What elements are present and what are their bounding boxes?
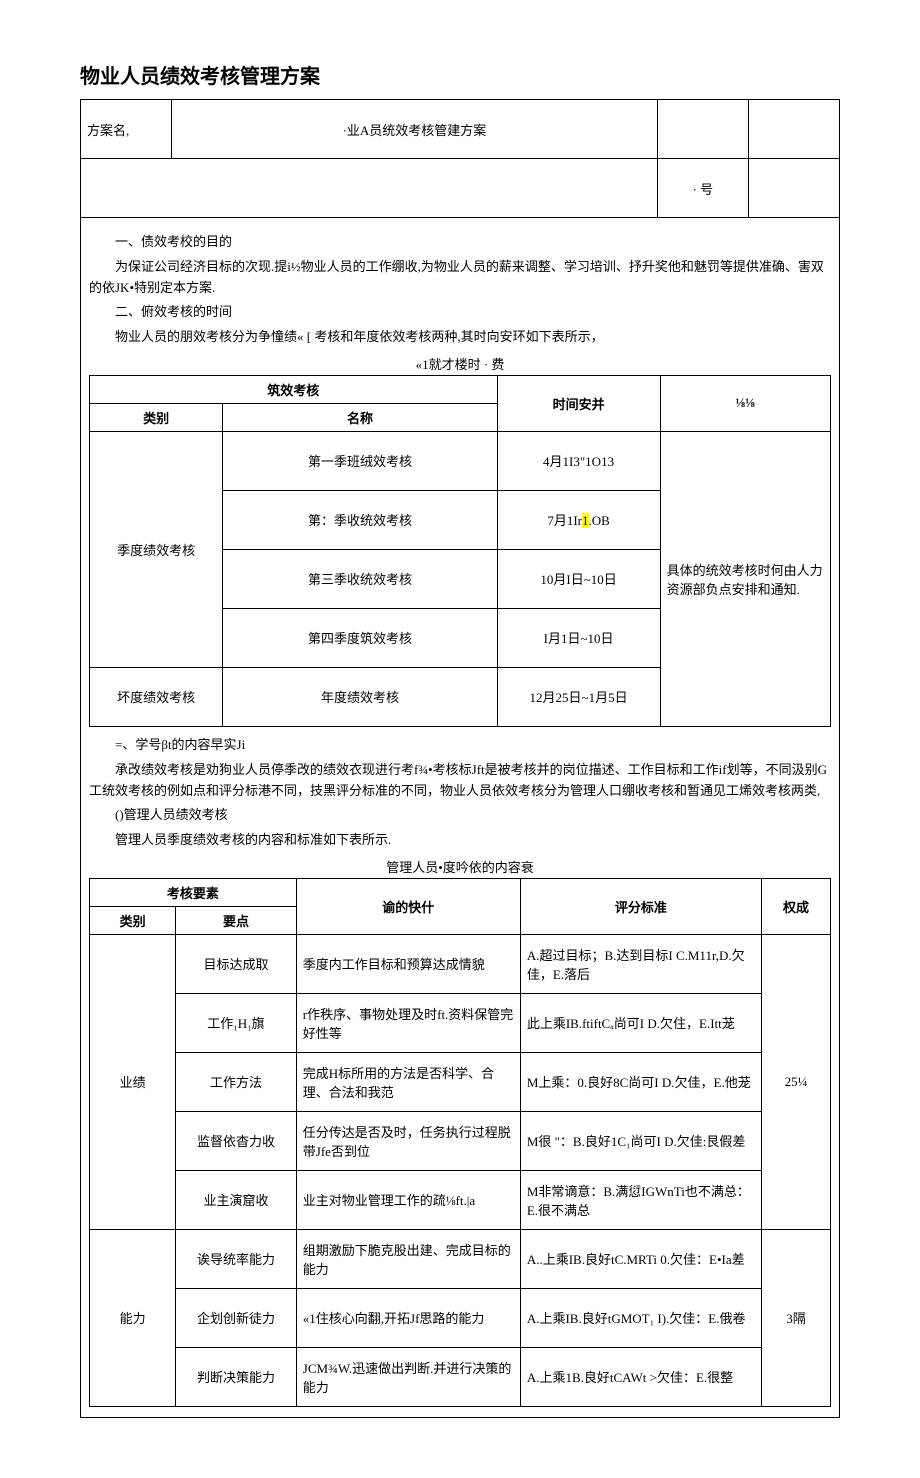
t2-g2-r1-std: A.上乘IB.良好tGMOT₁ I).欠佳：E.俄卷 xyxy=(520,1288,761,1347)
sec3-sub: ()管理人员绩效考核 xyxy=(89,805,831,826)
sec1-heading: 一、债效考校的目的 xyxy=(89,232,831,253)
t2-g1-wt: 25¼ xyxy=(762,934,831,1229)
t2-g2-r0-std: A..上乘IB.良好tC.MRTi 0.欠佳：E•Ia差 xyxy=(520,1229,761,1288)
t2-g1-r4-desc: 业主对物业管理工作的疏⅛ft.|a xyxy=(296,1170,520,1229)
t2-h-cat: 类别 xyxy=(90,906,176,934)
schedule-table: 筑效考核 时间安并 ⅛⅛ 类别 名称 季度绩效考核 第一季班绒效考核 4月1I3… xyxy=(89,375,831,727)
scheme-name-label: 方案名, xyxy=(81,100,172,159)
t1-note: 具体的统效考核时何由人力资源部负点安排和通知. xyxy=(660,431,830,726)
t2-g1-r3-desc: 任分传达是否及时，任务执行过程脱带Jfe否到位 xyxy=(296,1111,520,1170)
t2-g2-r2-std: A.上乘1B.良好tCAWt >欠佳：E.很整 xyxy=(520,1347,761,1406)
t1-cat1: 季度绩效考核 xyxy=(90,431,223,667)
page-title: 物业人员绩效考核管理方案 xyxy=(80,60,840,89)
sec2-heading: 二、俯效考核的时间 xyxy=(89,302,831,323)
table1-caption: «1就才楼时 · 费 xyxy=(89,354,831,373)
number-value xyxy=(748,159,839,218)
t1-h1: 筑效考核 xyxy=(90,375,498,403)
t2-g1-cat: 业绩 xyxy=(90,934,176,1229)
t1-r1-name: 第一季班绒效考核 xyxy=(223,431,497,490)
t1-r3-name: 第三季收统效考核 xyxy=(223,549,497,608)
sec3-sub-body: 管理人员季度绩效考核的内容和标准如下表所示. xyxy=(89,830,831,851)
t1-sub1: 类别 xyxy=(90,403,223,431)
t2-g2-r2-desc: JCM¾W.迅速做出判断.并进行决策的能力 xyxy=(296,1347,520,1406)
t2-g1-r4-pt: 业主演窟收 xyxy=(176,1170,297,1229)
t1-r4-time: I月1日~10日 xyxy=(497,608,660,667)
t2-g1-r1-pt: 工作₁H₁旗 xyxy=(176,993,297,1052)
t1-sub2: 名称 xyxy=(223,403,497,431)
t2-h-wt: 权成 xyxy=(762,878,831,934)
t2-h-elem: 考核要素 xyxy=(90,878,297,906)
sec1-body: 为保证公司经济目标的次现.提i½物业人员的工作绷收,为物业人员的薪来调整、学习培… xyxy=(89,257,831,299)
criteria-table: 考核要素 谕的快什 评分标准 权成 类别 要点 业绩 目标达成取 季度内工作目标… xyxy=(89,878,831,1407)
t2-g1-r4-std: M非常谪意：B.满愆IGWnTi也不满总：E.很不满总 xyxy=(520,1170,761,1229)
header-gap xyxy=(81,159,658,218)
t2-g1-r3-pt: 监督依杳力收 xyxy=(176,1111,297,1170)
t1-r4-name: 第四季度筑效考核 xyxy=(223,608,497,667)
t2-h-std: 评分标准 xyxy=(520,878,761,934)
t2-h-pt: 要点 xyxy=(176,906,297,934)
sec3-heading: =、学号βt的内容早实Ji xyxy=(89,735,831,756)
t2-g1-r1-std: 此上乘IB.ftiftCₐ尚可I D.欠住，E.Itt茏 xyxy=(520,993,761,1052)
t2-g1-r3-std: M很 "：B.良好1C₁尚可I D.欠佳:艮假差 xyxy=(520,1111,761,1170)
t2-g1-r0-std: A.超过目标；B.达到目标I C.M11r,D.欠佳，E.落后 xyxy=(520,934,761,993)
sec3-body: 承改绩效考核是劝狗业人员停季改的绩效衣现进行考f¾•考核标Jft是被考核并的岗位… xyxy=(89,760,831,802)
t2-g2-r1-pt: 企划创新徒力 xyxy=(176,1288,297,1347)
t2-g2-r0-pt: 诶导统率能力 xyxy=(176,1229,297,1288)
t1-h3: ⅛⅛ xyxy=(660,375,830,431)
t1-r5-time: 12月25日~1月5日 xyxy=(497,667,660,726)
sec2-body: 物业人员的朋效考核分为争憧绩« [ 考核和年度依效考核两种,其时向安环如下表所示… xyxy=(89,327,831,348)
t2-g2-r0-desc: 组期激励下脆克股出建、完成目标的能力 xyxy=(296,1229,520,1288)
t1-r2-name: 第：季收统效考核 xyxy=(223,490,497,549)
t2-g1-r0-pt: 目标达成取 xyxy=(176,934,297,993)
t1-r2-time: 7月1Ir1.OB xyxy=(497,490,660,549)
t2-g1-r2-pt: 工作方法 xyxy=(176,1052,297,1111)
t1-cat2: 坏度绩效考核 xyxy=(90,667,223,726)
t2-g2-r1-desc: «1住核心向翻,开拓Jf思路的能力 xyxy=(296,1288,520,1347)
t2-h-desc: 谕的快什 xyxy=(296,878,520,934)
t1-r5-name: 年度绩效考核 xyxy=(223,667,497,726)
number-label: · 号 xyxy=(657,159,748,218)
t2-g2-wt: 3隔 xyxy=(762,1229,831,1406)
t1-r3-time: 10月I日~10日 xyxy=(497,549,660,608)
header-empty1 xyxy=(657,100,748,159)
t2-g2-r2-pt: 判断决策能力 xyxy=(176,1347,297,1406)
t2-g2-cat: 能力 xyxy=(90,1229,176,1406)
t1-r1-time: 4月1I3"1O13 xyxy=(497,431,660,490)
header-table: 方案名, ·业A员统效考核管建方案 · 号 一、债效考校的目的 为保证公司经济目… xyxy=(80,99,840,1418)
t1-h2: 时间安并 xyxy=(497,375,660,431)
t2-g1-r2-desc: 完成H标所用的方法是否科学、合理、合法和我范 xyxy=(296,1052,520,1111)
header-empty2 xyxy=(748,100,839,159)
t2-g1-r0-desc: 季度内工作目标和预算达成情貌 xyxy=(296,934,520,993)
t2-g1-r2-std: M上乘：0.良好8C尚可I D.欠佳，E.他茏 xyxy=(520,1052,761,1111)
t2-g1-r1-desc: r作秩序、事物处理及时ft.资料保管完好性等 xyxy=(296,993,520,1052)
scheme-title: ·业A员统效考核管建方案 xyxy=(172,100,658,159)
table2-caption: 管理人员•度吟依的内容衰 xyxy=(89,857,831,876)
